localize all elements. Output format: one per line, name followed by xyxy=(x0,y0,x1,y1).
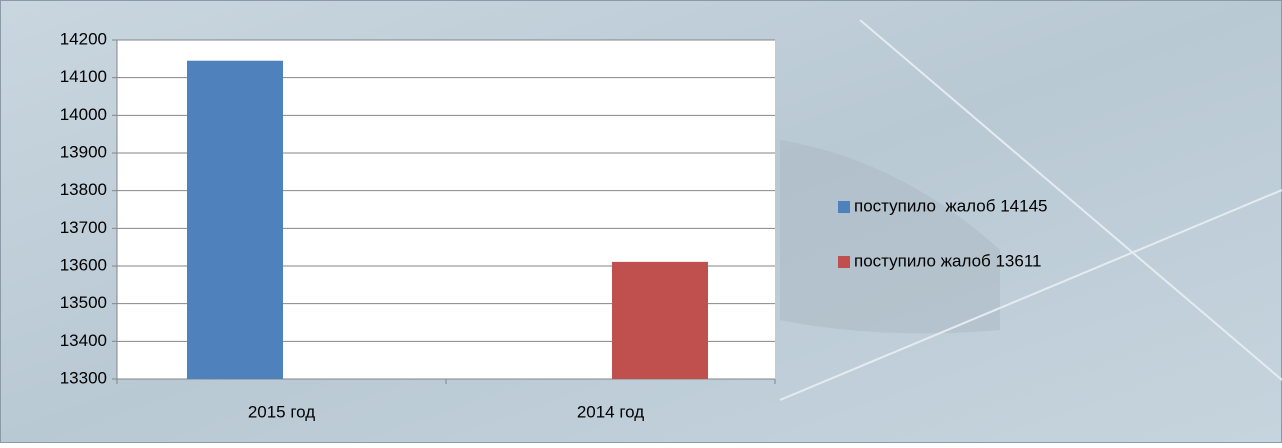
y-tick-label: 13300 xyxy=(60,368,107,387)
y-tick-label: 14000 xyxy=(60,105,107,124)
y-tick-label: 13800 xyxy=(60,180,107,199)
decoration xyxy=(780,140,1000,334)
bar xyxy=(187,60,283,379)
y-tick-label: 13500 xyxy=(60,293,107,312)
y-tick-label: 13600 xyxy=(60,255,107,274)
x-tick-label: 2015 год xyxy=(248,402,315,421)
legend-label: поступило жалоб 13611 xyxy=(854,251,1042,270)
legend-swatch xyxy=(838,256,850,268)
y-tick-label: 14200 xyxy=(60,29,107,48)
y-tick-label: 13900 xyxy=(60,142,107,161)
legend-swatch xyxy=(838,201,850,213)
y-tick-label: 13400 xyxy=(60,331,107,350)
legend-label: поступило жалоб 14145 xyxy=(854,196,1047,215)
y-tick-label: 14100 xyxy=(60,67,107,86)
bar xyxy=(612,261,708,379)
decoration xyxy=(779,189,1282,401)
decoration xyxy=(859,19,1282,381)
x-tick-label: 2014 год xyxy=(577,402,644,421)
y-tick-label: 13700 xyxy=(60,218,107,237)
